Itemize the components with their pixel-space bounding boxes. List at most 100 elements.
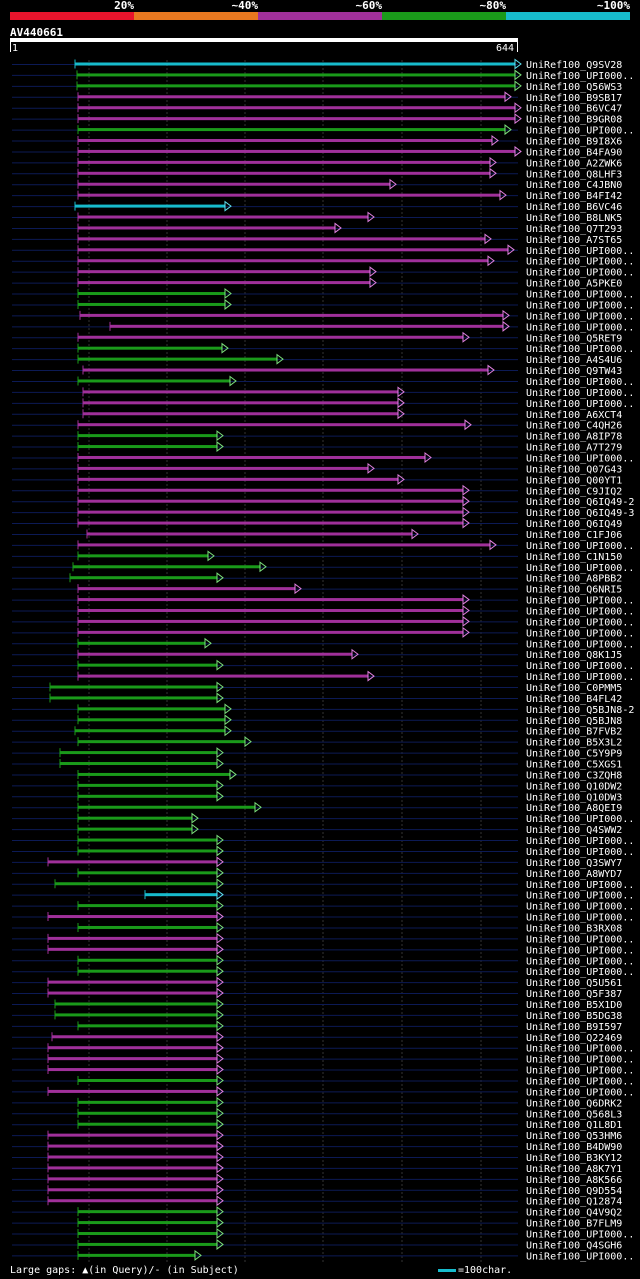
hit-bar <box>78 740 245 744</box>
hit-label: UniRef100_UPI000.. <box>526 563 634 574</box>
hit-arrowhead <box>489 539 497 551</box>
hit-bar <box>78 1210 217 1214</box>
hit-label: UniRef100_Q6IQ49 <box>526 519 622 530</box>
ruler-end-tick <box>517 42 518 52</box>
hit-label: UniRef100_UPI000.. <box>526 1251 634 1262</box>
hit-bar <box>48 947 217 951</box>
hit-arrowhead <box>224 703 232 715</box>
hit-bar <box>48 915 217 919</box>
hit-arrowhead <box>221 342 229 354</box>
hit-bar <box>78 466 368 470</box>
hit-label: UniRef100_B4FA90 <box>526 147 622 158</box>
hit-label: UniRef100_Q7T293 <box>526 224 622 235</box>
hit-bar <box>78 281 370 285</box>
hit-arrowhead <box>502 309 510 321</box>
legend-swatch-60 <box>258 12 382 20</box>
hit-arrowhead <box>216 878 224 890</box>
hit-bar <box>48 1144 217 1148</box>
hit-arrowhead <box>367 462 375 474</box>
hit-bar <box>78 587 295 591</box>
hit-label: UniRef100_UPI000.. <box>526 322 634 333</box>
hit-label: UniRef100_A8WYD7 <box>526 869 622 880</box>
hit-bar <box>78 423 465 427</box>
hit-label: UniRef100_UPI000.. <box>526 246 634 257</box>
hit-label: UniRef100_C1N150 <box>526 552 622 563</box>
hit-label: UniRef100_UPI000.. <box>526 1230 634 1241</box>
hit-arrowhead <box>216 921 224 933</box>
hit-label: UniRef100_UPI000.. <box>526 71 634 82</box>
hit-arrowhead <box>216 1238 224 1250</box>
hit-bar <box>48 1133 217 1137</box>
hit-bar <box>78 499 463 503</box>
legend-label-60: ~60% <box>355 0 383 12</box>
hit-bar <box>83 412 398 416</box>
hit-bar <box>78 106 515 110</box>
ruler-start-label: 1 <box>12 43 19 54</box>
hit-arrowhead <box>216 1140 224 1152</box>
hit-label: UniRef100_B4FL42 <box>526 694 622 705</box>
hit-arrowhead <box>216 692 224 704</box>
hit-bar <box>83 390 398 394</box>
hit-bar <box>48 936 217 940</box>
hit-arrowhead <box>216 845 224 857</box>
hit-arrowhead <box>411 528 419 540</box>
hit-label: UniRef100_B7FVB2 <box>526 727 622 738</box>
hit-bar <box>78 598 463 602</box>
hit-bar <box>78 652 352 656</box>
hit-bar <box>78 1242 217 1246</box>
identity-color-legend <box>10 12 630 20</box>
hit-arrowhead <box>194 1249 202 1261</box>
hit-bar <box>48 1199 217 1203</box>
hit-arrowhead <box>216 1228 224 1240</box>
hit-arrowhead <box>216 758 224 770</box>
hit-arrowhead <box>254 801 262 813</box>
hit-label: UniRef100_UPI000.. <box>526 596 634 607</box>
hit-label: UniRef100_B9I597 <box>526 1022 622 1033</box>
hit-arrowhead <box>216 1074 224 1086</box>
hit-bar <box>78 871 217 875</box>
hit-label: UniRef100_Q10DW2 <box>526 781 622 792</box>
hit-bar <box>78 248 508 252</box>
hit-arrowhead <box>514 80 522 92</box>
hit-bar <box>55 882 217 886</box>
ruler-start-tick <box>10 42 11 52</box>
hit-bar <box>78 455 425 459</box>
hit-label: UniRef100_Q4SWW2 <box>526 825 622 836</box>
hit-label: UniRef100_A4S4U6 <box>526 355 622 366</box>
hit-label: UniRef100_Q9SV28 <box>526 60 622 71</box>
hit-arrowhead <box>462 331 470 343</box>
hit-bar <box>83 401 398 405</box>
query-name: AV440661 <box>10 26 63 39</box>
hit-arrowhead <box>487 364 495 376</box>
hit-arrowhead <box>367 211 375 223</box>
hit-label: UniRef100_UPI000.. <box>526 541 634 552</box>
hit-bar <box>77 84 515 88</box>
hit-label: UniRef100_UPI000.. <box>526 967 634 978</box>
hit-arrowhead <box>216 932 224 944</box>
hit-bar <box>78 335 463 339</box>
hit-label: UniRef100_Q3SWY7 <box>526 858 622 869</box>
legend-swatch-80 <box>382 12 506 20</box>
hit-bar <box>50 696 217 700</box>
hit-arrowhead <box>216 1184 224 1196</box>
hit-bar <box>48 980 217 984</box>
hit-bar <box>70 576 217 580</box>
hit-bar <box>78 609 463 612</box>
hit-arrowhead <box>462 506 470 518</box>
hit-bar <box>50 685 217 689</box>
hit-arrowhead <box>216 856 224 868</box>
hit-arrowhead <box>216 1064 224 1076</box>
hit-arrowhead <box>462 495 470 507</box>
hit-bar <box>78 641 205 645</box>
hit-arrowhead <box>462 626 470 638</box>
hit-label: UniRef100_UPI000.. <box>526 607 634 618</box>
hit-label: UniRef100_UPI000.. <box>526 399 634 410</box>
hit-label: UniRef100_Q6DRK2 <box>526 1098 622 1109</box>
hit-label: UniRef100_A8K7Y1 <box>526 1164 622 1175</box>
hit-bar <box>78 445 217 449</box>
hit-arrowhead <box>216 1162 224 1174</box>
hit-arrowhead <box>216 1206 224 1218</box>
hit-bar <box>52 1035 217 1039</box>
hit-arrowhead <box>334 222 342 234</box>
